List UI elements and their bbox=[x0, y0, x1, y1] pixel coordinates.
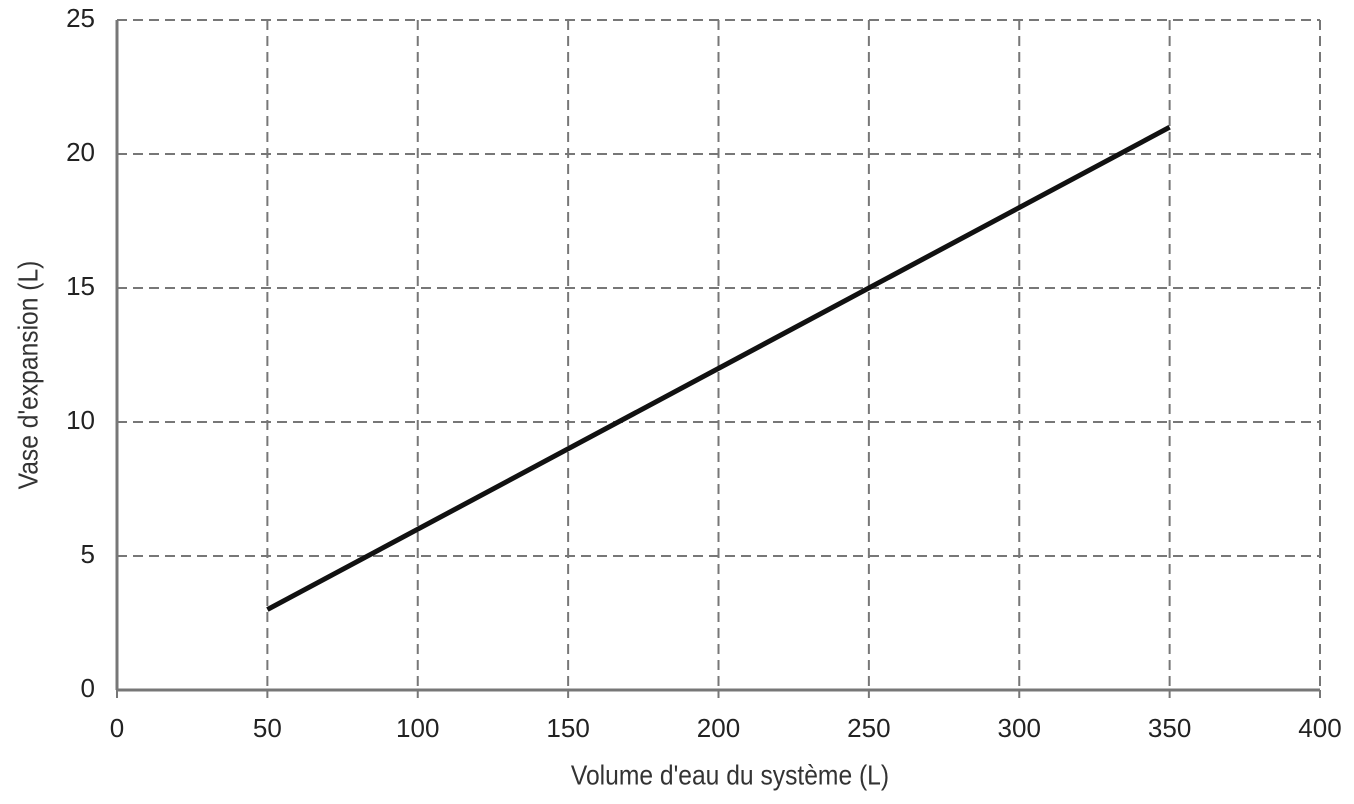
y-tick-label: 25 bbox=[66, 3, 95, 33]
y-tick-label: 10 bbox=[66, 405, 95, 435]
x-tick-label: 100 bbox=[396, 713, 439, 743]
data-line bbox=[266, 124, 1171, 612]
x-tick-label: 150 bbox=[546, 713, 589, 743]
x-axis-title: Volume d'eau du système (L) bbox=[571, 759, 889, 791]
y-tick-label: 5 bbox=[81, 539, 95, 569]
x-tick-label: 50 bbox=[253, 713, 282, 743]
x-tick-label: 350 bbox=[1148, 713, 1191, 743]
x-tick-label: 400 bbox=[1298, 713, 1341, 743]
y-tick-label: 15 bbox=[66, 271, 95, 301]
x-tick-label: 200 bbox=[697, 713, 740, 743]
y-tick-label: 0 bbox=[81, 673, 95, 703]
y-axis-title: Vase d'expansion (L) bbox=[12, 261, 44, 490]
x-tick-label: 0 bbox=[110, 713, 124, 743]
x-tick-label: 300 bbox=[998, 713, 1041, 743]
x-tick-label: 250 bbox=[847, 713, 890, 743]
y-tick-label: 20 bbox=[66, 137, 95, 167]
